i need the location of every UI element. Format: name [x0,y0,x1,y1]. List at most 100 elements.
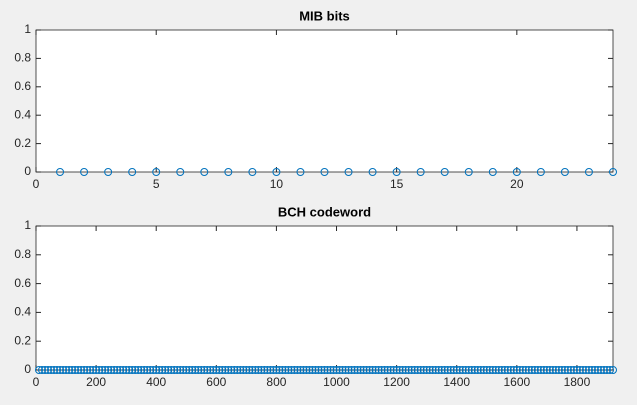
stem-marker [368,168,377,176]
stem-marker [149,366,158,374]
stem-marker [593,366,602,374]
stem-marker [326,366,335,374]
stem-marker [605,366,614,374]
stem-marker [437,366,446,374]
stem-marker [404,366,413,374]
stem-marker [488,168,497,176]
stem-marker [416,168,425,176]
stem-marker [473,366,482,374]
stem-marker [587,366,596,374]
stem-marker [413,366,422,374]
stem-marker [224,366,233,374]
stem-marker [554,366,563,374]
stem-marker [104,168,113,176]
stem-marker [575,366,584,374]
stem-marker [548,366,557,374]
stem-marker [104,366,113,374]
stem-marker [170,366,179,374]
stem-marker [272,366,281,374]
x-tick-label: 1400 [443,375,470,389]
stem-marker [227,366,236,374]
stem-marker [518,366,527,374]
stem-marker [392,366,401,374]
stem-marker [563,366,572,374]
stem-marker [185,366,194,374]
stem-marker [353,366,362,374]
stem-marker [176,168,185,176]
stem-marker [389,366,398,374]
stem-marker [560,366,569,374]
stem-marker [260,366,269,374]
stem-marker [71,366,80,374]
stem-marker [467,366,476,374]
stem-marker [134,366,143,374]
stem-marker [266,366,275,374]
x-tick-label: 0 [33,177,40,191]
stem-marker [341,366,350,374]
stem-marker [287,366,296,374]
stem-marker [359,366,368,374]
stem-marker [602,366,611,374]
stem-marker [230,366,239,374]
stem-marker [275,366,284,374]
stem-marker [272,168,281,176]
stem-marker [122,366,131,374]
stem-marker [215,366,224,374]
stem-marker [569,366,578,374]
stem-marker [443,366,452,374]
stem-marker [173,366,182,374]
y-tick-label: 0.2 [14,333,31,347]
y-tick-label: 0.8 [14,51,31,65]
stem-marker [257,366,266,374]
stem-marker [488,366,497,374]
stem-marker [281,366,290,374]
stem-marker [143,366,152,374]
stem-marker [212,366,221,374]
stem-marker [68,366,77,374]
stem-marker [89,366,98,374]
x-tick-label: 800 [266,375,286,389]
stem-marker [494,366,503,374]
stem-marker [446,366,455,374]
stem-marker [179,366,188,374]
y-tick-label: 1 [24,22,31,36]
stem-marker [107,366,116,374]
stem-marker [431,366,440,374]
stem-marker [140,366,149,374]
stem-marker [401,366,410,374]
stem-marker [206,366,215,374]
stem-marker [482,366,491,374]
stem-marker [566,366,575,374]
stem-marker [338,366,347,374]
stem-marker [335,366,344,374]
x-tick-label: 0 [33,375,40,389]
stem-marker [296,366,305,374]
stem-marker [320,366,329,374]
stem-marker [362,366,371,374]
stem-marker [80,168,89,176]
y-tick-label: 0 [24,362,31,376]
stem-marker [572,366,581,374]
stem-marker [428,366,437,374]
stem-marker [560,168,569,176]
x-tick-label: 200 [86,375,106,389]
stem-marker [239,366,248,374]
stem-marker [476,366,485,374]
stem-marker [113,366,122,374]
stem-marker [371,366,380,374]
stem-marker [56,168,65,176]
stem-marker [248,366,257,374]
stem-marker [410,366,419,374]
stem-marker [455,366,464,374]
stem-marker [188,366,197,374]
x-tick-label: 5 [153,177,160,191]
stem-marker [245,366,254,374]
stem-marker [254,366,263,374]
stem-marker [512,366,521,374]
y-tick-label: 0 [24,164,31,178]
stem-marker [137,366,146,374]
stem-marker [581,366,590,374]
stem-marker [86,366,95,374]
